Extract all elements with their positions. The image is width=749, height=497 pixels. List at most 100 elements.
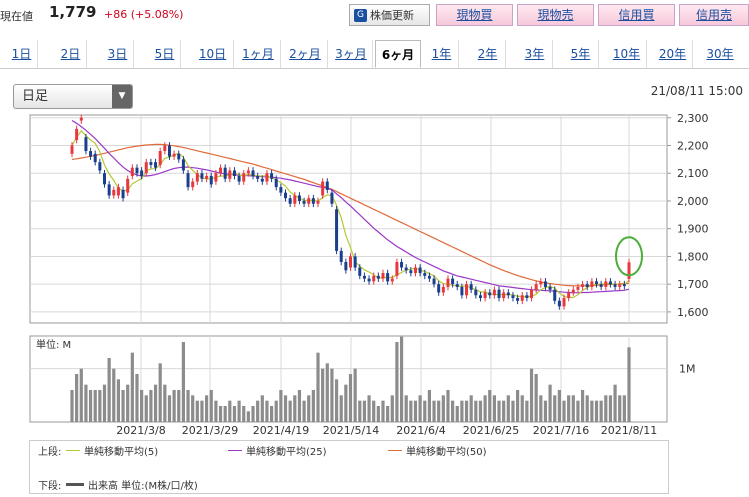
period-select[interactable]: 日足 ▼ bbox=[13, 84, 133, 109]
volume-bar bbox=[121, 390, 125, 422]
tab-1d[interactable]: 1日 bbox=[6, 40, 38, 68]
volume-bar bbox=[205, 395, 209, 422]
candle-body bbox=[516, 298, 520, 301]
candle-body bbox=[557, 300, 561, 307]
volume-bar bbox=[223, 406, 227, 422]
tab-3m[interactable]: 3ヶ月 bbox=[330, 40, 373, 68]
candle-body bbox=[177, 153, 181, 160]
tab-10d[interactable]: 10日 bbox=[192, 40, 234, 68]
legend-lower-row: 下段: 出来高 単位:(M株/口/枚) bbox=[38, 477, 198, 492]
candle-body bbox=[576, 286, 580, 290]
x-tick-label: 2021/6/25 bbox=[463, 424, 519, 437]
legend-volume-label: 出来高 単位:(M株/口/枚) bbox=[88, 480, 198, 492]
volume-bar bbox=[557, 390, 561, 422]
volume-bar bbox=[437, 400, 441, 422]
y-tick-label: 2,300 bbox=[677, 112, 709, 125]
y-tick-label: 1,700 bbox=[677, 278, 709, 291]
volume-bar bbox=[580, 390, 585, 422]
cash-buy-button[interactable]: 現物買 bbox=[436, 4, 513, 26]
candle-body bbox=[539, 281, 543, 285]
candle-body bbox=[195, 173, 199, 182]
volume-bar bbox=[534, 374, 538, 422]
tab-1y[interactable]: 1年 bbox=[425, 40, 459, 68]
candle-body bbox=[400, 261, 404, 268]
volume-bar bbox=[497, 400, 501, 422]
volume-bar bbox=[525, 400, 529, 422]
volume-bar bbox=[502, 400, 506, 422]
candle-body bbox=[627, 262, 631, 279]
legend-ma5-swatch bbox=[66, 449, 80, 451]
cash-sell-button[interactable]: 現物売 bbox=[517, 4, 594, 26]
tab-30y[interactable]: 30年 bbox=[706, 47, 734, 61]
candle-body bbox=[339, 250, 343, 262]
volume-bar bbox=[358, 400, 362, 422]
price-header: 現在値 1,779 +86 (+5.08%) G 株価更新 現物買 現物売 信用… bbox=[0, 0, 749, 32]
volume-bar bbox=[460, 400, 464, 422]
current-price-value: 1,779 bbox=[49, 3, 97, 21]
margin-sell-button[interactable]: 信用売 bbox=[679, 4, 749, 26]
volume-bar bbox=[590, 400, 594, 422]
tab-2m[interactable]: 2ヶ月 bbox=[283, 40, 328, 68]
volume-bar bbox=[107, 358, 111, 422]
tab-2d[interactable]: 2日 bbox=[55, 40, 87, 68]
candle-body bbox=[223, 167, 227, 179]
volume-bar bbox=[594, 400, 599, 422]
volume-bar bbox=[413, 400, 418, 422]
candle-body bbox=[469, 284, 473, 290]
candle-body bbox=[274, 178, 278, 188]
candle-body bbox=[158, 151, 162, 165]
candle-body bbox=[214, 173, 218, 182]
y-tick-label: 2,000 bbox=[677, 195, 709, 208]
volume-bar bbox=[627, 347, 631, 422]
tab-20y[interactable]: 20年 bbox=[653, 40, 693, 68]
legend-volume: 出来高 単位:(M株/口/枚) bbox=[66, 477, 198, 492]
refresh-price-button[interactable]: G 株価更新 bbox=[349, 4, 430, 26]
tab-6m[interactable]: 6ヶ月 bbox=[375, 40, 421, 68]
margin-buy-button[interactable]: 信用買 bbox=[598, 4, 675, 26]
volume-bar bbox=[353, 368, 357, 422]
candle-body bbox=[395, 261, 399, 276]
volume-bar bbox=[116, 379, 121, 422]
volume-bar bbox=[283, 395, 288, 422]
candle-body bbox=[362, 275, 366, 279]
candle-body bbox=[102, 173, 106, 185]
legend-lower-label: 下段: bbox=[38, 480, 62, 492]
volume-bar bbox=[362, 400, 367, 422]
volume-bar bbox=[297, 390, 302, 422]
tab-10y[interactable]: 10年 bbox=[607, 40, 647, 68]
candle-body bbox=[246, 170, 250, 174]
candle-body bbox=[126, 178, 130, 193]
volume-bar bbox=[386, 406, 390, 422]
volume-bar bbox=[232, 406, 237, 422]
volume-bar bbox=[478, 400, 483, 422]
volume-bar bbox=[265, 400, 269, 422]
volume-bar bbox=[130, 352, 134, 422]
volume-bar bbox=[567, 395, 571, 422]
candle-body bbox=[251, 170, 255, 177]
candle-body bbox=[502, 292, 506, 299]
volume-bar bbox=[177, 390, 181, 422]
candle-body bbox=[186, 173, 190, 188]
volume-bar bbox=[474, 400, 478, 422]
volume-bar bbox=[214, 400, 218, 422]
tab-3y[interactable]: 3年 bbox=[517, 40, 553, 68]
tab-5y[interactable]: 5年 bbox=[563, 40, 599, 68]
legend-upper-row: 上段: 単純移動平均(5) 単純移動平均(25) 単純移動平均(50) bbox=[38, 443, 658, 458]
volume-bar bbox=[613, 384, 617, 422]
tab-5d[interactable]: 5日 bbox=[149, 40, 181, 68]
price-change: +86 (+5.08%) bbox=[104, 8, 184, 21]
volume-bar bbox=[140, 390, 144, 422]
volume-bar bbox=[446, 390, 450, 422]
volume-bar bbox=[242, 406, 246, 422]
y-tick-label: 2,200 bbox=[677, 140, 709, 153]
tab-3d[interactable]: 3日 bbox=[102, 40, 134, 68]
candle-body bbox=[135, 167, 139, 174]
candle-body bbox=[432, 278, 436, 285]
candle-body bbox=[451, 278, 455, 285]
volume-bar bbox=[246, 411, 250, 422]
tab-2y[interactable]: 2年 bbox=[470, 40, 506, 68]
chevron-down-icon: ▼ bbox=[112, 85, 132, 108]
candle-body bbox=[79, 117, 83, 121]
tab-1m[interactable]: 1ヶ月 bbox=[236, 40, 281, 68]
